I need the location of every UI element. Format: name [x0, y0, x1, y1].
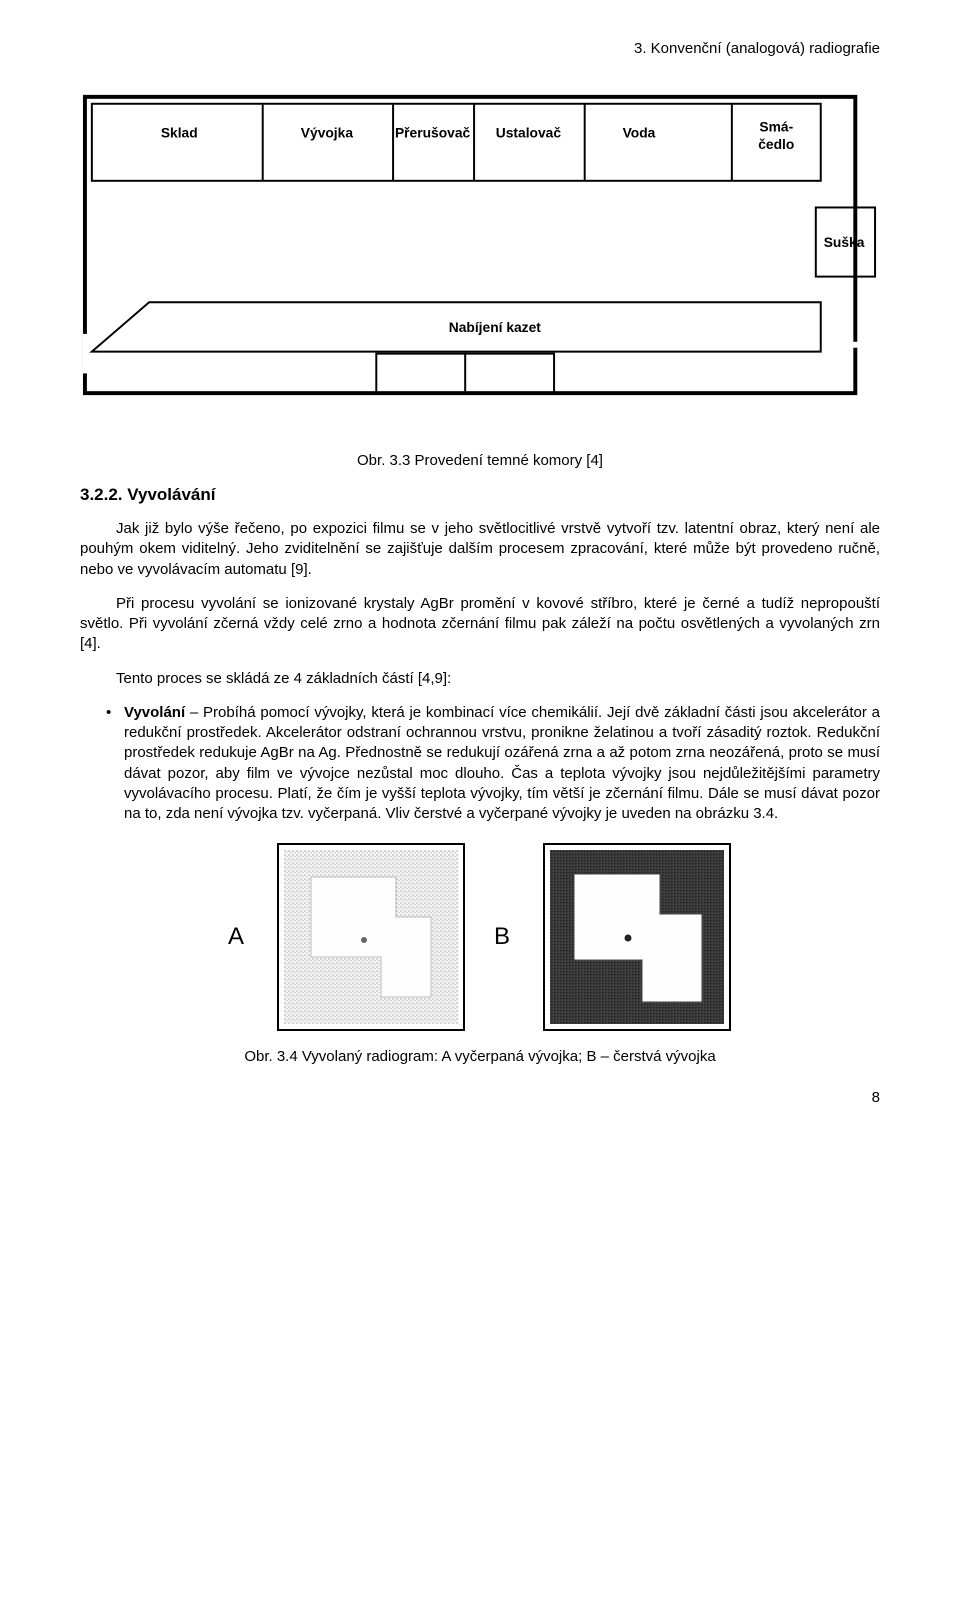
chapter-header: 3. Konvenční (analogová) radiografie — [80, 40, 880, 57]
svg-text:Smá-: Smá- — [759, 118, 793, 134]
svg-text:Vývojka: Vývojka — [301, 124, 354, 140]
svg-text:čedlo: čedlo — [758, 136, 794, 152]
radiogram-a — [276, 842, 466, 1032]
svg-text:Suška: Suška — [824, 234, 865, 250]
section-title: Vyvolávání — [127, 485, 215, 504]
svg-text:Sklad: Sklad — [161, 124, 198, 140]
section-number: 3.2.2. — [80, 485, 123, 504]
floorplan-figure: Sklad Vývojka Přerušovač Ustalovač Voda Smá-č… — [80, 85, 880, 405]
process-item-vyvolani: Vyvolání – Probíhá pomocí vývojky, která… — [124, 703, 880, 825]
radiogram-b — [542, 842, 732, 1032]
page-number: 8 — [80, 1089, 880, 1106]
svg-text:Ustalovač: Ustalovač — [496, 124, 562, 140]
svg-text:Voda: Voda — [623, 124, 656, 140]
fig33-caption: Obr. 3.3 Provedení temné komory [4] — [80, 452, 880, 469]
process-intro: Tento proces se skládá ze 4 základních č… — [80, 669, 880, 689]
paragraph-1-text: Jak již bylo výše řečeno, po expozici fi… — [80, 520, 880, 578]
fig34-label-a: A — [228, 923, 244, 951]
fig34-row: A B — [80, 842, 880, 1032]
fig34-label-b: B — [494, 923, 510, 951]
paragraph-2-text: Při procesu vyvolání se ionizované kryst… — [80, 595, 880, 653]
paragraph-1: Jak již bylo výše řečeno, po expozici fi… — [80, 519, 880, 580]
paragraph-2: Při procesu vyvolání se ionizované kryst… — [80, 594, 880, 655]
fig34-caption: Obr. 3.4 Vyvolaný radiogram: A vyčerpaná… — [80, 1048, 880, 1065]
section-heading: 3.2.2. Vyvolávání — [80, 485, 880, 505]
process-item-lead: Vyvolání — [124, 704, 185, 721]
process-item-text: – Probíhá pomocí vývojky, která je kombi… — [124, 704, 880, 822]
svg-text:Nabíjení kazet: Nabíjení kazet — [449, 319, 542, 335]
process-list: Vyvolání – Probíhá pomocí vývojky, která… — [80, 703, 880, 825]
svg-text:Přerušovač: Přerušovač — [395, 124, 471, 140]
